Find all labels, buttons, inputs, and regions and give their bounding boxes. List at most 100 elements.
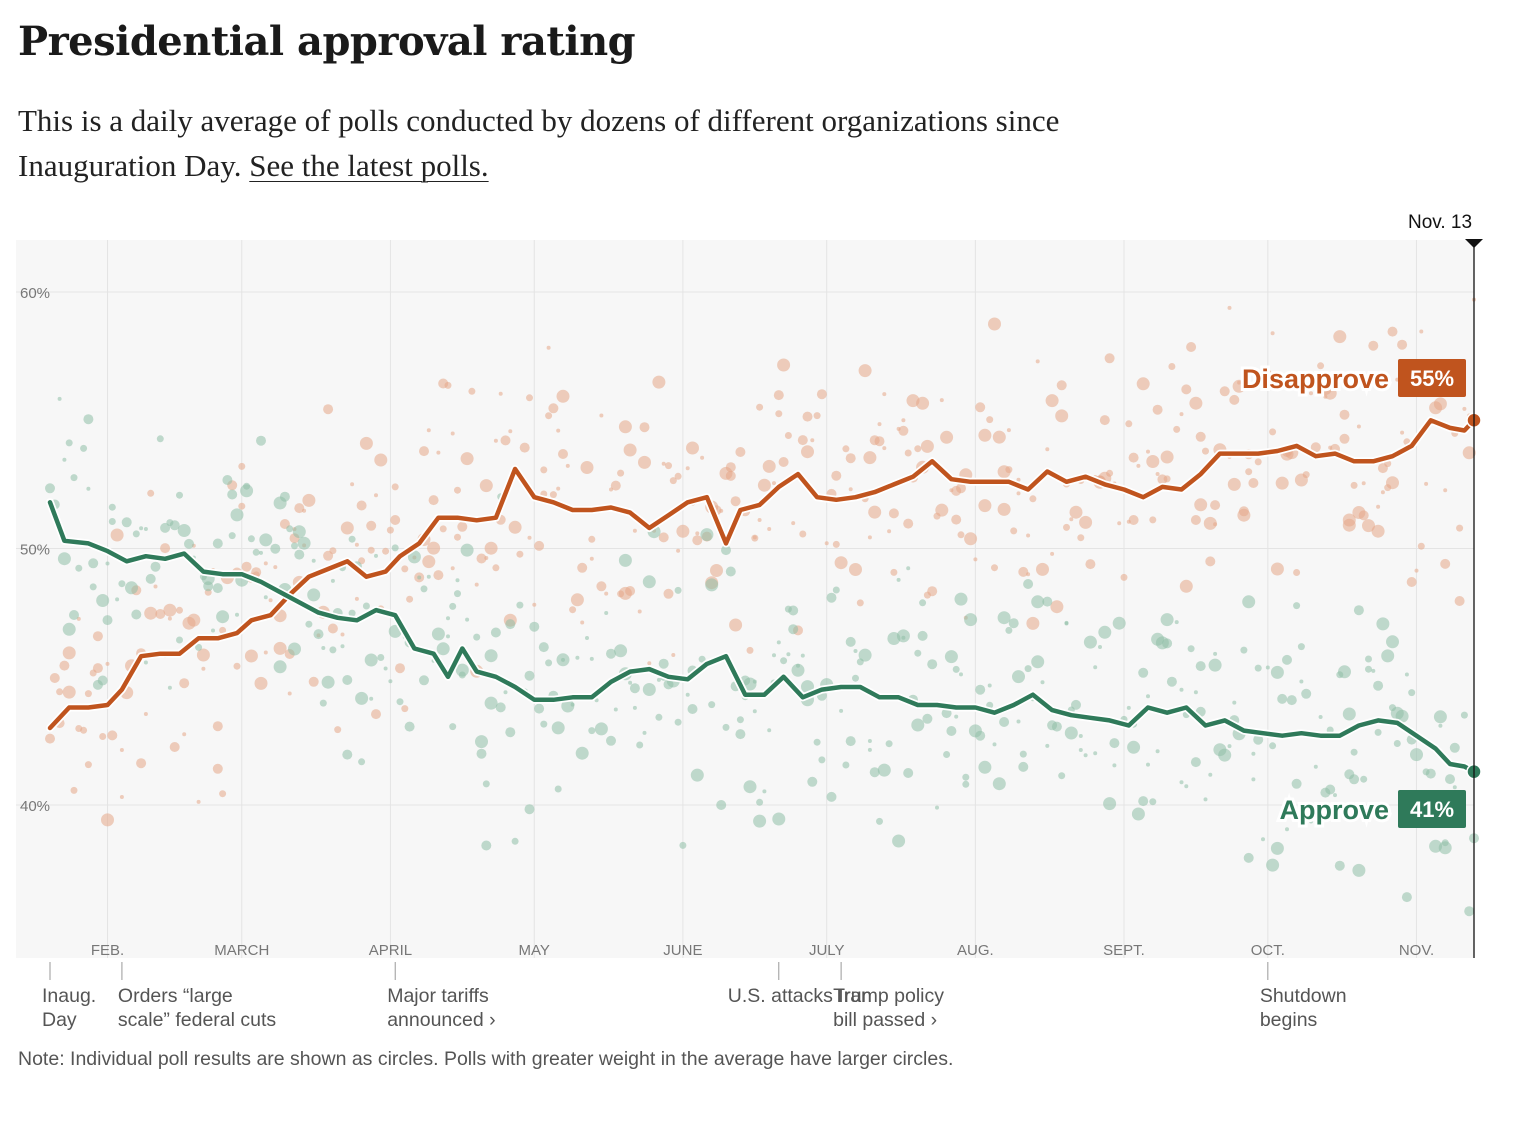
poll-dot [1016, 477, 1021, 482]
poll-dot [1026, 616, 1040, 630]
disapprove-line [47, 418, 1477, 731]
poll-dot [62, 685, 76, 699]
poll-dot [1433, 710, 1447, 724]
poll-dot [436, 642, 450, 656]
subtitle-text: This is a daily average of polls conduct… [18, 103, 1060, 183]
poll-dot [395, 663, 405, 674]
poll-dot [273, 660, 287, 674]
poll-dot [1106, 469, 1114, 477]
trend-lines [46, 412, 1482, 780]
poll-dot [1155, 749, 1160, 754]
poll-dot [227, 489, 238, 500]
poll-dot [460, 543, 474, 557]
poll-dot [1155, 472, 1160, 476]
poll-dot [1012, 670, 1025, 684]
poll-dot [84, 761, 92, 769]
poll-dot [1380, 490, 1385, 495]
poll-dot [340, 632, 345, 637]
poll-dot [661, 461, 666, 466]
poll-dot [390, 515, 401, 525]
poll-dot [1160, 613, 1174, 627]
poll-dot [1205, 556, 1216, 567]
poll-dot [1202, 447, 1209, 455]
poll-dot [692, 535, 703, 546]
annotation-label: Inaug. Day [42, 985, 96, 1031]
poll-dot [433, 570, 444, 581]
poll-dot [1452, 785, 1457, 790]
poll-dot [396, 698, 404, 706]
poll-dot [107, 730, 118, 741]
latest-polls-link[interactable]: See the latest polls. [249, 148, 489, 183]
poll-dot [1008, 618, 1019, 629]
poll-dot [484, 541, 498, 555]
poll-dot [906, 566, 911, 571]
poll-dot [642, 730, 647, 735]
poll-dot [1352, 863, 1366, 877]
poll-dot [791, 663, 805, 677]
poll-dot [1264, 369, 1272, 377]
poll-dot [426, 428, 431, 433]
poll-dot [802, 411, 813, 422]
poll-dot [263, 650, 268, 655]
poll-dot [1189, 396, 1203, 410]
x-tick-label: APRIL [369, 942, 412, 959]
annotation-label: Trump policy bill passed › [833, 985, 944, 1031]
poll-dot [1404, 672, 1409, 677]
x-tick-label: AUG. [957, 942, 994, 959]
poll-dot [610, 480, 621, 491]
poll-dot [1064, 621, 1069, 626]
poll-dot [752, 679, 757, 684]
poll-dot [1077, 534, 1085, 542]
poll-dot [1166, 676, 1177, 687]
poll-dot [1227, 305, 1232, 310]
poll-dot [1248, 478, 1259, 488]
poll-dot [753, 814, 767, 828]
poll-dot [455, 578, 460, 583]
poll-dot [877, 763, 891, 777]
poll-dot [484, 696, 498, 710]
poll-dot [1190, 757, 1201, 768]
poll-dot [131, 609, 142, 620]
poll-dot [882, 392, 887, 397]
poll-dot [1083, 753, 1088, 758]
poll-dot [978, 499, 992, 513]
poll-dot [1242, 595, 1256, 609]
annotation-line: Day [42, 1009, 77, 1031]
poll-dot [1373, 680, 1384, 691]
poll-dot [1029, 495, 1037, 503]
poll-dot [1282, 654, 1292, 665]
poll-dot [252, 548, 260, 556]
poll-dot [1010, 527, 1018, 535]
poll-dot [1131, 807, 1145, 821]
annotation-line: U.S. attacks Iran [728, 985, 872, 1007]
poll-dot [1362, 519, 1375, 533]
poll-dot [184, 538, 194, 549]
poll-dot [1120, 573, 1128, 581]
poll-dot [628, 680, 633, 685]
poll-dot [599, 413, 604, 418]
poll-dot [964, 613, 978, 627]
poll-dot [355, 691, 369, 705]
poll-dot [62, 622, 76, 636]
poll-dot [1163, 475, 1171, 483]
poll-dot [807, 776, 818, 787]
poll-dot [449, 723, 457, 731]
poll-dot [431, 627, 445, 641]
poll-dot [340, 521, 354, 535]
poll-dot [1429, 839, 1443, 853]
poll-dot [1254, 458, 1262, 466]
poll-dot [1286, 695, 1297, 706]
poll-dot [1307, 381, 1315, 389]
poll-dot [992, 777, 1006, 791]
poll-dot [167, 685, 172, 690]
poll-dot [1365, 665, 1372, 673]
poll-dot [799, 530, 807, 538]
poll-dot [108, 518, 116, 525]
poll-dot [460, 452, 474, 466]
poll-dot [1275, 476, 1289, 490]
poll-dot [1050, 551, 1055, 556]
poll-dot [490, 627, 501, 638]
approve-label-halo: Approve [1279, 795, 1389, 825]
poll-dot [832, 586, 840, 594]
poll-dot [476, 553, 487, 564]
